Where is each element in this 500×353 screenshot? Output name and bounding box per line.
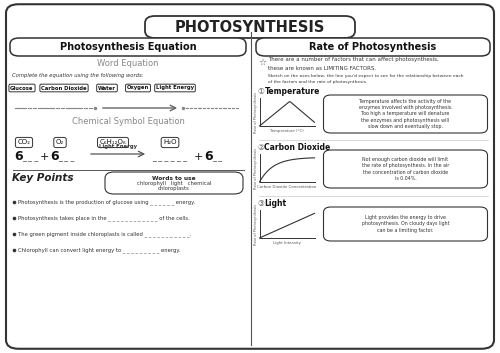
- Text: Carbon Dioxide: Carbon Dioxide: [41, 85, 87, 90]
- Text: Photosynthesis takes place in the _ _ _ _ _ _ _ _ _ _ _ _ of the cells.: Photosynthesis takes place in the _ _ _ …: [18, 215, 190, 221]
- Text: these are known as LIMITING FACTORS.: these are known as LIMITING FACTORS.: [268, 66, 376, 71]
- Text: Temperature (°C): Temperature (°C): [270, 129, 304, 133]
- Text: PHOTOSYNTHESIS: PHOTOSYNTHESIS: [175, 19, 325, 35]
- Text: Sketch on the axes below, the line you’d expect to see for the relationship betw: Sketch on the axes below, the line you’d…: [268, 74, 464, 78]
- Text: _ _ _: _ _ _: [22, 152, 38, 162]
- FancyBboxPatch shape: [324, 150, 488, 188]
- Text: _ _ _: _ _ _: [58, 152, 74, 162]
- Text: Light Energy: Light Energy: [156, 85, 194, 90]
- Text: ①: ①: [258, 88, 264, 96]
- Text: Chemical Symbol Equation: Chemical Symbol Equation: [72, 118, 184, 126]
- Text: Rate of Photosynthesis: Rate of Photosynthesis: [254, 91, 258, 133]
- FancyBboxPatch shape: [324, 95, 488, 133]
- Text: Light provides the energy to drive
photosynthesis. On cloudy days light
can be a: Light provides the energy to drive photo…: [362, 215, 450, 233]
- Text: Word Equation: Word Equation: [97, 59, 159, 67]
- Text: ②: ②: [258, 143, 264, 151]
- Text: 6: 6: [14, 150, 22, 163]
- FancyBboxPatch shape: [324, 207, 488, 241]
- Text: +: +: [194, 152, 203, 162]
- Text: O₂: O₂: [56, 139, 64, 145]
- Text: ③: ③: [258, 198, 264, 208]
- Text: 6: 6: [50, 150, 58, 163]
- FancyBboxPatch shape: [105, 172, 243, 194]
- Text: +: +: [40, 152, 50, 162]
- Text: Carbon Dioxide Concentration: Carbon Dioxide Concentration: [258, 185, 316, 189]
- Text: The green pigment inside chloroplasts is called _ _ _ _ _ _ _ _ _ _ _.: The green pigment inside chloroplasts is…: [18, 231, 192, 237]
- Text: There are a number of factors that can affect photosynthesis,: There are a number of factors that can a…: [268, 58, 440, 62]
- Text: Light Intensity: Light Intensity: [273, 241, 301, 245]
- Text: Photosynthesis is the production of glucose using _ _ _ _ _ _ energy.: Photosynthesis is the production of gluc…: [18, 199, 196, 205]
- Text: chlorophyll   light   chemical
chloroplasts: chlorophyll light chemical chloroplasts: [137, 181, 211, 191]
- Text: Photosynthesis Equation: Photosynthesis Equation: [60, 42, 196, 52]
- Text: Light Energy: Light Energy: [99, 144, 137, 149]
- Text: CO₂: CO₂: [18, 139, 30, 145]
- Text: Rate of Photosynthesis: Rate of Photosynthesis: [254, 203, 258, 245]
- FancyBboxPatch shape: [256, 38, 490, 56]
- Text: Glucose: Glucose: [10, 85, 34, 90]
- FancyBboxPatch shape: [10, 38, 246, 56]
- Text: Temperature affects the activity of the
enzymes involved with photosynthesis.
To: Temperature affects the activity of the …: [358, 99, 452, 129]
- Text: Temperature: Temperature: [264, 88, 320, 96]
- Text: Oxygen: Oxygen: [127, 85, 149, 90]
- Text: Rate of Photosynthesis: Rate of Photosynthesis: [254, 148, 258, 189]
- Text: Complete the equation using the following words:: Complete the equation using the followin…: [12, 73, 143, 78]
- Text: Water: Water: [98, 85, 116, 90]
- Text: Key Points: Key Points: [12, 173, 74, 183]
- Text: Carbon Dioxide: Carbon Dioxide: [264, 143, 331, 151]
- Text: Rate of Photosynthesis: Rate of Photosynthesis: [310, 42, 436, 52]
- FancyBboxPatch shape: [145, 16, 355, 38]
- Text: C₆H₁₂O₆: C₆H₁₂O₆: [100, 139, 126, 145]
- Text: Light: Light: [264, 198, 286, 208]
- Text: of the factors and the rate of photosynthesis.: of the factors and the rate of photosynt…: [268, 80, 368, 84]
- Text: _ _ _ _ _ _: _ _ _ _ _ _: [152, 152, 187, 162]
- Text: Not enough carbon dioxide will limit
the rate of photosynthesis. In the air
the : Not enough carbon dioxide will limit the…: [362, 157, 449, 181]
- Text: 6: 6: [204, 150, 212, 163]
- Text: Chlorophyll can convert light energy to _ _ _ _ _ _ _ _ _ energy.: Chlorophyll can convert light energy to …: [18, 247, 181, 253]
- Text: H₂O: H₂O: [163, 139, 177, 145]
- Text: Words to use: Words to use: [152, 175, 196, 180]
- Text: ☆: ☆: [258, 58, 266, 66]
- FancyBboxPatch shape: [6, 4, 494, 349]
- Text: _ _: _ _: [212, 152, 222, 162]
